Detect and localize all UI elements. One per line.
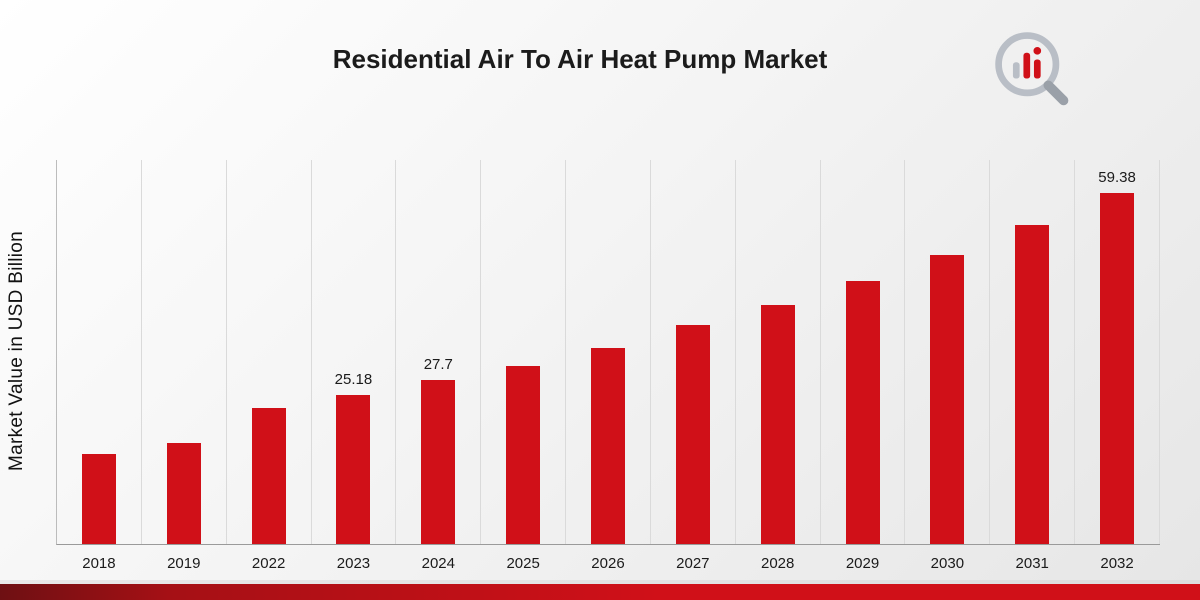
value-label-2032: 59.38 <box>1098 169 1136 187</box>
page-title: Residential Air To Air Heat Pump Market <box>332 44 828 74</box>
bar-2027 <box>675 325 710 544</box>
category-column-2027: 2027 <box>651 160 736 572</box>
bar-2023: 25.18 <box>335 371 372 544</box>
category-column-2031: 2031 <box>990 160 1076 572</box>
bar-2029 <box>845 281 880 544</box>
category-column-2024: 27.7 2024 <box>396 160 482 572</box>
category-column-2019: 2019 <box>142 160 227 572</box>
x-tick-label-2023: 2023 <box>336 555 371 572</box>
bar-2019 <box>166 442 201 544</box>
bar-2032: 59.38 <box>1098 169 1136 544</box>
x-tick-label-2026: 2026 <box>591 555 625 572</box>
magnifier-handle-icon <box>1043 80 1069 106</box>
plot-area: 2018 2019 2022 25.18 2023 27.7 2024 2025 2026 202… <box>56 160 1160 572</box>
x-tick-label-2027: 2027 <box>676 555 710 572</box>
bar-2031 <box>1015 225 1050 544</box>
x-tick-label-2030: 2030 <box>930 555 965 572</box>
category-column-2025: 2025 <box>481 160 567 572</box>
bar-2018 <box>81 453 116 544</box>
market-research-logo <box>985 26 1081 112</box>
category-column-2026: 2026 <box>566 160 651 572</box>
category-column-2028: 2028 <box>736 160 821 572</box>
category-column-2018: 2018 <box>57 160 142 572</box>
bar-2025 <box>506 365 541 544</box>
value-label-2023: 25.18 <box>334 371 373 389</box>
magnifier-circle-icon <box>995 32 1060 97</box>
bar-2030 <box>930 255 965 544</box>
logo-graphic <box>995 32 1069 106</box>
bar-2028 <box>760 305 795 544</box>
x-tick-label-2019: 2019 <box>167 555 201 572</box>
x-tick-label-2029: 2029 <box>845 555 880 572</box>
x-tick-label-2025: 2025 <box>506 555 540 572</box>
bottom-divider <box>0 580 1200 584</box>
category-column-2022: 2022 <box>227 160 312 572</box>
category-column-2023: 25.18 2023 <box>312 160 397 572</box>
logo-bar-gray-icon <box>1012 62 1020 79</box>
bar-2022 <box>251 407 286 544</box>
category-column-2029: 2029 <box>821 160 906 572</box>
x-tick-label-2022: 2022 <box>251 555 286 572</box>
x-tick-label-2031: 2031 <box>1015 555 1049 572</box>
bar-2026 <box>590 347 625 544</box>
x-tick-label-2028: 2028 <box>760 555 795 572</box>
category-column-2030: 2030 <box>905 160 991 572</box>
y-axis-label: Market Value in USD Billion <box>6 230 27 472</box>
bar-2024: 27.7 <box>421 356 456 544</box>
x-tick-label-2018: 2018 <box>82 555 116 572</box>
x-tick-label-2024: 2024 <box>421 555 455 572</box>
logo-dot-icon <box>1033 47 1042 55</box>
value-label-2024: 27.7 <box>423 356 453 374</box>
x-tick-label-2032: 2032 <box>1100 555 1134 572</box>
logo-bar-red-tall-icon <box>1023 52 1031 79</box>
logo-bar-red-short-icon <box>1033 59 1041 79</box>
category-column-2032: 59.38 2032 <box>1075 160 1160 572</box>
bottom-accent-band <box>0 584 1200 600</box>
